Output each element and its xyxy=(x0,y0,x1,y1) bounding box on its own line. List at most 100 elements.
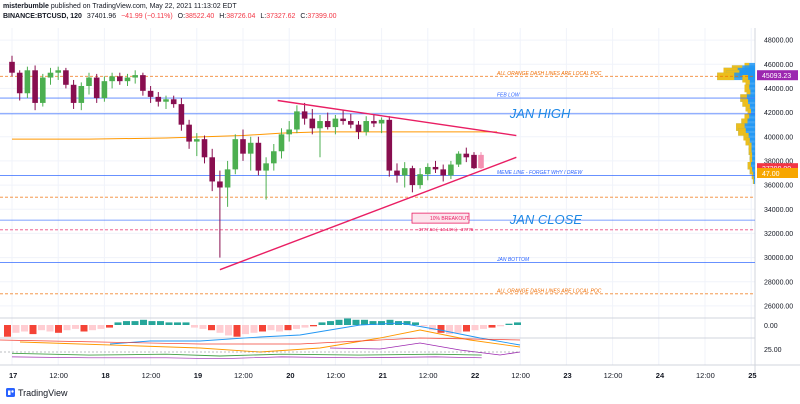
candle-body xyxy=(332,118,339,128)
oscillator-bar xyxy=(38,325,45,331)
volume-profile-bar-up xyxy=(743,133,749,141)
oscillator-bar xyxy=(284,325,292,331)
candle-body xyxy=(417,174,423,186)
candle xyxy=(55,66,61,80)
candle-body xyxy=(132,75,138,78)
volume-profile-bar xyxy=(747,108,755,117)
candle-body xyxy=(155,96,162,102)
price-axis[interactable]: 26000.00 28000.00 30000.00 32000.00 34000.00… xyxy=(757,38,798,311)
candle xyxy=(132,70,138,84)
oscillator-bar xyxy=(191,325,198,328)
published-note: published on TradingView.com, May 22, 20… xyxy=(50,3,237,10)
candle-body xyxy=(101,81,108,99)
candle xyxy=(417,168,423,189)
oscillator-bar xyxy=(267,325,275,331)
candle xyxy=(209,148,215,192)
candle-body xyxy=(378,119,385,124)
candle xyxy=(140,72,146,96)
candle xyxy=(317,115,323,158)
candle-body xyxy=(286,129,292,135)
oscillator-bar xyxy=(216,325,224,333)
candle-body xyxy=(394,170,400,176)
candle-body xyxy=(232,139,239,170)
oscillator-bar xyxy=(369,321,377,325)
oscillator-bar xyxy=(148,321,156,325)
candle xyxy=(240,129,246,161)
candle xyxy=(425,163,431,181)
candle xyxy=(432,160,439,173)
price-level-label: ALL ORANGE DASH LINES ARE LOCAL POC xyxy=(496,288,602,294)
breakout-box xyxy=(411,212,470,224)
oscillator-bar xyxy=(174,322,181,325)
breakout-stats: −3777.53 (−10.10%) −37775 xyxy=(416,227,474,232)
oscillator-bar xyxy=(505,323,513,325)
close-value: 37399.00 xyxy=(307,13,337,20)
high-value: 38726.04 xyxy=(226,13,256,20)
price-tick: 28000.00 xyxy=(764,279,793,286)
volume-profile-bar xyxy=(752,176,755,184)
candle-body xyxy=(363,121,369,132)
author-name[interactable]: misterbumble xyxy=(3,3,49,10)
oscillator-bar xyxy=(437,325,445,333)
candle xyxy=(47,67,54,85)
vwap-line xyxy=(12,131,498,140)
price-level-label: MEME LINE - FORGET WHY I DREW xyxy=(497,170,583,176)
oscillator-bar xyxy=(242,325,249,335)
candle xyxy=(124,73,131,86)
close-label: C: xyxy=(300,13,308,20)
candle-body xyxy=(348,121,354,125)
candle-body xyxy=(455,153,462,165)
tradingview-brand[interactable]: TradingView xyxy=(18,388,68,398)
oscillator-bar xyxy=(131,321,139,325)
candle xyxy=(348,113,354,129)
candle xyxy=(178,98,185,131)
oscillator-bar xyxy=(318,322,326,325)
oscillator-bar xyxy=(514,322,521,325)
candle xyxy=(186,119,192,149)
stoch-k-line xyxy=(11,352,482,357)
candle-body xyxy=(401,168,408,176)
tradingview-logo-icon xyxy=(6,388,15,397)
volume-profile-bar xyxy=(742,99,755,107)
candle xyxy=(386,116,393,177)
time-tick: 12:00 xyxy=(49,371,68,380)
volume-profile-bar xyxy=(744,84,755,93)
candle xyxy=(263,157,269,200)
candle-body xyxy=(432,166,439,170)
oscillator-bar xyxy=(72,325,79,329)
oscillator-bar xyxy=(327,321,334,325)
volume-profile-bar-up xyxy=(745,79,750,88)
oscillator-bar xyxy=(497,325,504,327)
oscillator-bar xyxy=(140,319,147,325)
candle xyxy=(78,82,85,111)
candle-body xyxy=(425,166,431,175)
oscillator-bar xyxy=(182,322,190,325)
candle-body xyxy=(24,70,31,94)
volume-profile-bar-up xyxy=(742,75,749,83)
price-tick: 40000.00 xyxy=(764,134,793,141)
oscillator-bar xyxy=(335,319,343,325)
oscillator-bar xyxy=(63,325,71,331)
candle xyxy=(147,86,154,103)
volume-profile-bar xyxy=(741,118,755,126)
oscillator-bar xyxy=(471,325,479,331)
oscillator-line-fast xyxy=(109,322,521,346)
oscillator-bar xyxy=(378,321,385,325)
oscillator-bar xyxy=(114,322,122,325)
price-badge-text: 45093.23 xyxy=(762,73,791,80)
oscillator-bar xyxy=(352,319,360,325)
volume-profile xyxy=(717,62,755,184)
oscillator-bar xyxy=(165,322,173,325)
candle xyxy=(63,67,69,89)
symbol-label[interactable]: BINANCE:BTCUSD, 120 xyxy=(3,13,82,20)
volume-profile-bar-up xyxy=(752,176,754,184)
oscillator-bar xyxy=(454,325,462,333)
volume-profile-bar xyxy=(749,166,755,175)
candle-body xyxy=(471,154,477,169)
oscillator-bar xyxy=(480,325,487,329)
candle-body xyxy=(78,86,85,103)
time-axis[interactable]: 17 12:00 18 12:00 19 12:00 20 12:00 21 12:00 22 12:… xyxy=(9,371,757,380)
volume-profile-bar xyxy=(748,147,755,155)
candle xyxy=(440,164,446,182)
